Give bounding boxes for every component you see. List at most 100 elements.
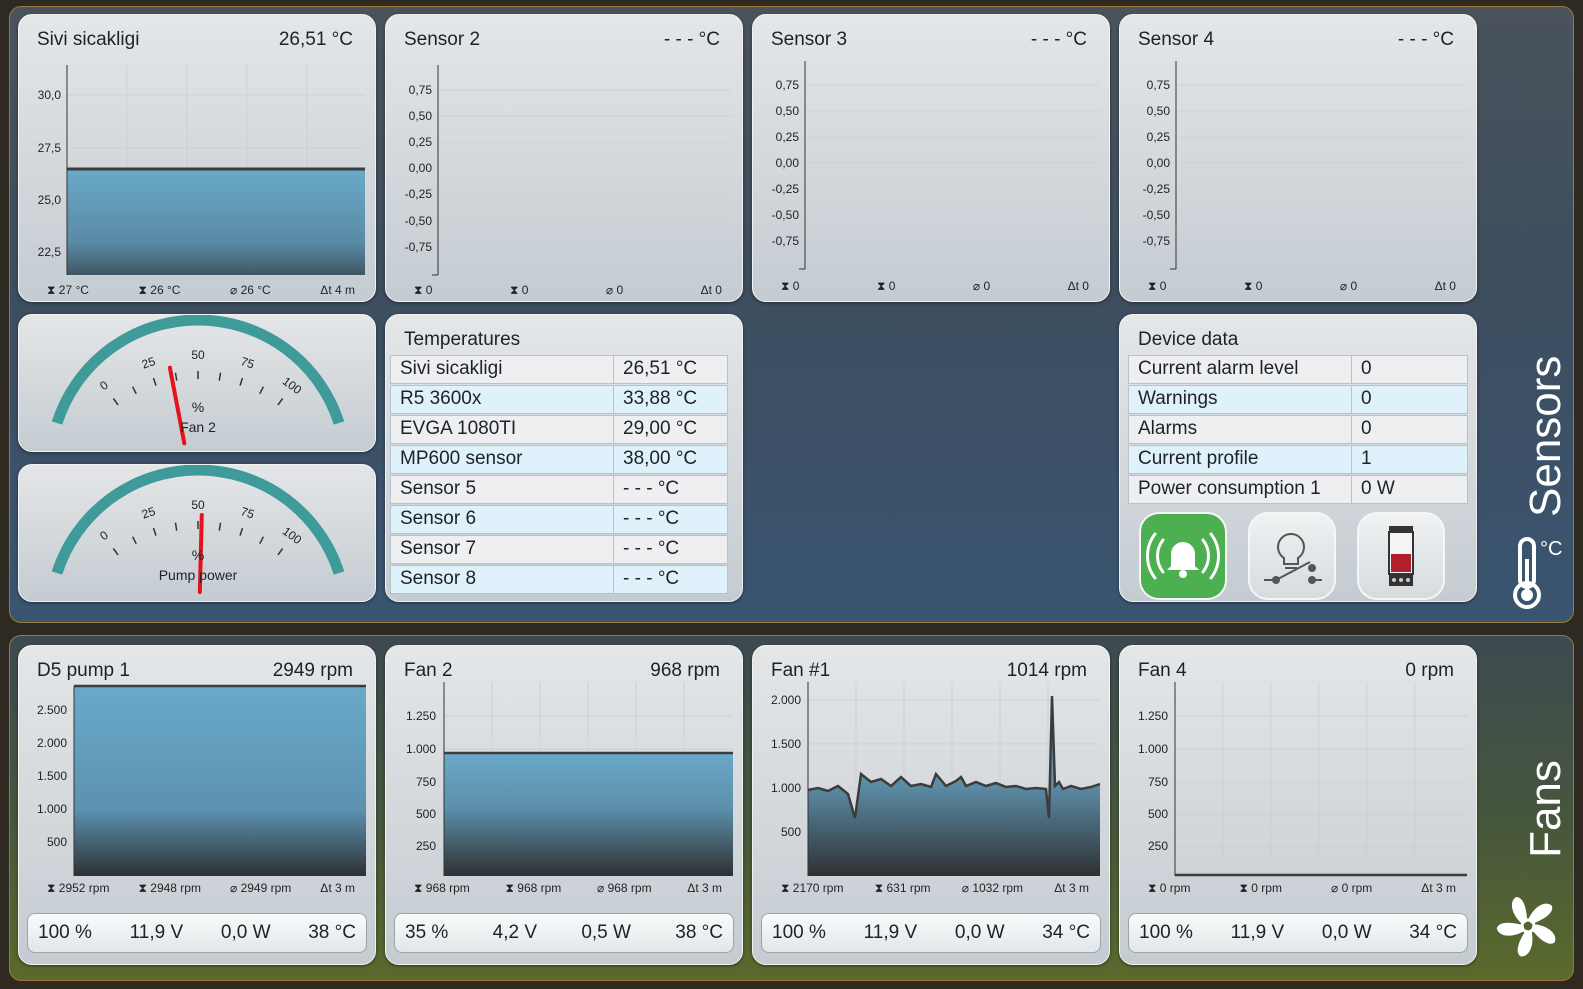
fan-chart-panel-2[interactable]: Fan 2 968 rpm 1.250 1.000 750 500 250 ⧗ 9… (385, 645, 743, 965)
gauge-tick-label: 0 (97, 528, 111, 543)
gauge-label: Fan 2 (180, 419, 216, 435)
gauge-tick (131, 536, 137, 545)
gauge-tick (259, 386, 265, 395)
y-tick: 0,00 (1147, 156, 1171, 170)
stat-max: ⧗ 2170 rpm (781, 881, 844, 895)
chart-current-value: - - - °C (1397, 29, 1454, 50)
fan-info-bar: 100 % 11,9 V 0,0 W 34 °C (761, 913, 1101, 953)
chart-current-value: 2949 rpm (272, 660, 353, 681)
fan-power-percent: 35 % (405, 922, 449, 943)
chart-title: Fan 2 (404, 660, 453, 681)
reservoir-button[interactable] (1357, 512, 1445, 600)
y-tick: 1.500 (771, 737, 801, 751)
fan-voltage: 11,9 V (1230, 922, 1285, 943)
gauge-unit: % (191, 547, 205, 563)
fan-4-chart: 1.250 1.000 750 500 250 (1138, 682, 1467, 877)
chart-title: Fan #1 (771, 660, 831, 681)
temperatures-panel: Temperatures Sivi sicakligi 26,51 °C R5 3… (385, 314, 743, 602)
stat-avg: ⌀ 0 rpm (1331, 881, 1373, 895)
stat-max: ⧗ 968 rpm (414, 881, 470, 895)
gauge-tick (152, 377, 157, 386)
y-tick: -0,50 (405, 214, 433, 228)
y-tick: -0,25 (772, 182, 800, 196)
gauge-tick (239, 527, 244, 536)
light-switch-button[interactable] (1248, 512, 1336, 600)
y-tick: 250 (416, 839, 436, 853)
stat-max: ⧗ 27 °C (47, 283, 89, 297)
y-tick: -0,75 (772, 234, 800, 248)
y-tick: 500 (781, 825, 801, 839)
sensor-4-chart: 0,75 0,50 0,25 0,00 -0,25 -0,50 -0,75 (1143, 61, 1466, 270)
stat-max: ⧗ 0 (781, 279, 800, 293)
chart-title: Sivi sicakligi (37, 29, 140, 50)
temperatures-title: Temperatures (404, 329, 521, 350)
stat-min: ⧗ 0 (1243, 279, 1263, 293)
chart-title: Sensor 3 (771, 29, 848, 50)
gauge-label: Pump power (158, 567, 238, 583)
fan-chart-panel-1[interactable]: D5 pump 1 2949 rpm 2.500 2.000 1.500 1.00… (18, 645, 376, 965)
stat-avg: ⌀ 2949 rpm (230, 881, 292, 895)
stat-duration: Δt 0 (700, 283, 722, 297)
device-data-row: Alarms 0 (1128, 415, 1468, 444)
fan-1-chart: 2.500 2.000 1.500 1.000 500 (37, 684, 366, 876)
device-data-title: Device data (1138, 329, 1239, 350)
y-tick: 25,0 (38, 193, 62, 207)
stat-avg: ⌀ 968 rpm (597, 881, 652, 895)
stat-duration: Δt 3 m (1421, 881, 1456, 895)
fan-temperature: 38 °C (675, 922, 723, 943)
gauge-tick (174, 372, 178, 381)
fan-3-area (808, 696, 1100, 876)
gauge-tick-label: 25 (140, 504, 157, 522)
gauge-tick-label: 75 (239, 354, 256, 372)
y-tick: 0,50 (776, 104, 800, 118)
sensor-chart-panel-3[interactable]: Sensor 3 - - - °C 0,75 0,50 0,25 0,00 -0,… (752, 14, 1110, 302)
chart-current-value: - - - °C (663, 29, 720, 50)
chart-title: Sensor 4 (1138, 29, 1215, 50)
alarm-button[interactable] (1139, 512, 1227, 600)
y-tick: 0,75 (776, 78, 800, 92)
fan-chart-panel-3[interactable]: Fan #1 1014 rpm 2.000 1.500 1.000 500 ⧗ 2… (752, 645, 1110, 965)
fan-info-bar: 100 % 11,9 V 0,0 W 38 °C (27, 913, 367, 953)
stat-duration: Δt 0 (1067, 279, 1089, 293)
sensor-chart-panel-1[interactable]: Sivi sicakligi 26,51 °C 30,0 27,5 25,0 22… (18, 14, 376, 302)
alarm-bell-icon (1145, 532, 1221, 580)
temperature-row: Sensor 5- - - °C (390, 475, 728, 504)
pump-power-gauge: 0 25 50 75 100 (51, 465, 345, 595)
fan-chart-panel-4[interactable]: Fan 4 0 rpm 1.250 1.000 750 500 250 ⧗ 0 r… (1119, 645, 1477, 965)
y-tick: 500 (1148, 807, 1168, 821)
gauge-tick (277, 548, 284, 556)
stat-min: ⧗ 26 °C (138, 283, 181, 297)
chart-title: Fan 4 (1138, 660, 1187, 681)
y-tick: 0,50 (1147, 104, 1171, 118)
temperature-row: Sensor 8- - - °C (390, 565, 728, 594)
y-tick: -0,75 (405, 240, 433, 254)
fan-power-percent: 100 % (38, 922, 92, 943)
stat-max: ⧗ 0 rpm (1148, 881, 1191, 895)
fan-power: 0,0 W (220, 922, 271, 943)
fan-icon (1496, 894, 1560, 958)
sensor-chart-panel-2[interactable]: Sensor 2 - - - °C 0,75 0,50 0,25 0,00 -0,… (385, 14, 743, 302)
y-tick: 0,50 (409, 109, 433, 123)
y-tick: -0,50 (1143, 208, 1171, 222)
fan-temperature: 34 °C (1409, 922, 1457, 943)
sensor-chart-panel-4[interactable]: Sensor 4 - - - °C 0,75 0,50 0,25 0,00 -0,… (1119, 14, 1477, 302)
stat-duration: Δt 3 m (1054, 881, 1089, 895)
gauge-tick-label: 25 (140, 354, 157, 372)
y-tick: 0,00 (776, 156, 800, 170)
pump-power-gauge-needle (197, 513, 204, 595)
fan-temperature: 38 °C (308, 922, 356, 943)
pump-power-gauge-panel[interactable]: 0 25 50 75 100 % Pump power (18, 464, 376, 602)
chart-current-value: 1014 rpm (1006, 660, 1087, 681)
fan-2-gauge-panel[interactable]: 0 25 50 75 100 % Fan 2 (18, 314, 376, 452)
sensor-2-chart: 0,75 0,50 0,25 0,00 -0,25 -0,50 -0,75 (405, 65, 732, 276)
temperature-row: Sensor 6- - - °C (390, 505, 728, 534)
gauge-tick (112, 398, 119, 406)
chart-title: D5 pump 1 (37, 660, 130, 681)
fan-2-gauge-needle (167, 365, 187, 446)
fan-2-gauge: 0 25 50 75 100 (51, 315, 345, 446)
stat-duration: Δt 3 m (320, 881, 355, 895)
fan-3-line (807, 695, 1101, 819)
fan-voltage: 4,2 V (492, 922, 537, 943)
gauge-tick (174, 522, 178, 531)
